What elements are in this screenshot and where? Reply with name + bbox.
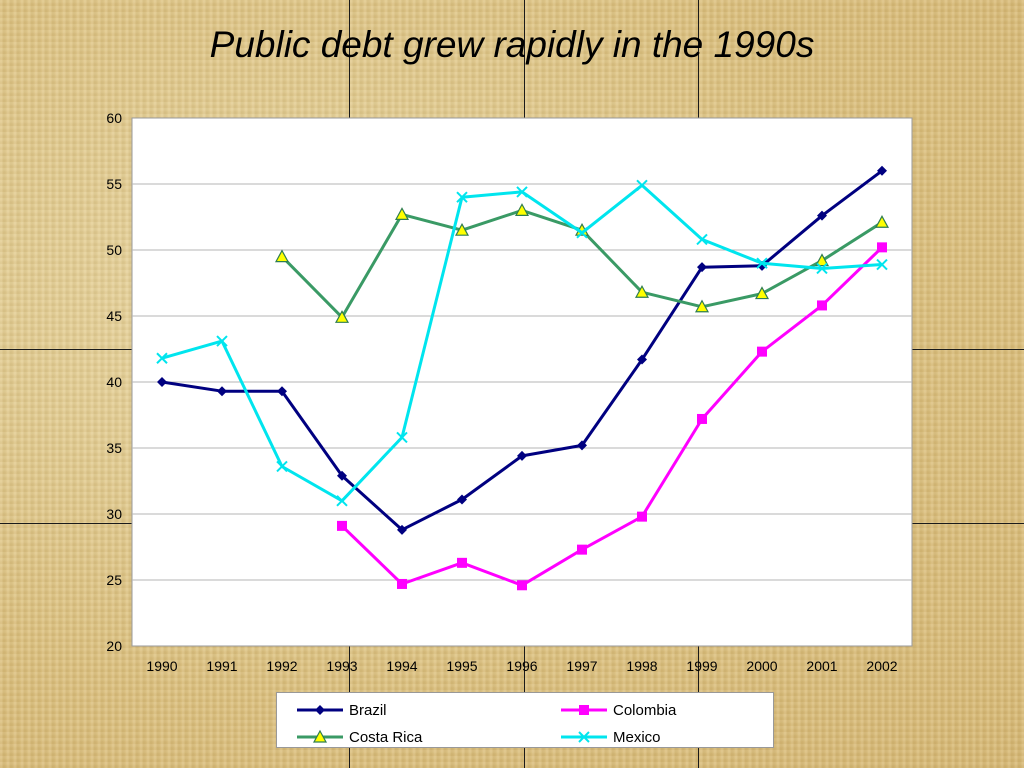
point-colombia — [517, 580, 527, 591]
point-mexico — [156, 352, 168, 364]
point-brazil — [577, 440, 587, 451]
series-line-colombia — [340, 246, 884, 587]
x-tick-label: 1998 — [626, 658, 657, 674]
point-colombia — [397, 578, 407, 589]
y-tick-label: 60 — [106, 110, 122, 126]
legend-label-brazil: Brazil — [349, 701, 387, 719]
point-costa-rica — [454, 222, 470, 236]
y-tick-label: 45 — [106, 308, 122, 324]
point-colombia — [697, 413, 707, 424]
legend-swatch-brazil — [297, 705, 343, 715]
legend-label-mexico: Mexico — [613, 728, 661, 746]
point-mexico — [576, 227, 588, 239]
legend-item-costa-rica: Costa Rica — [295, 726, 422, 748]
point-colombia — [877, 242, 887, 253]
point-brazil — [637, 354, 647, 365]
y-tick-label: 20 — [106, 638, 122, 654]
x-tick-label: 2000 — [746, 658, 777, 674]
x-tick-label: 2002 — [866, 658, 897, 674]
point-costa-rica — [634, 284, 650, 298]
point-brazil — [277, 386, 287, 397]
point-brazil — [217, 386, 227, 397]
point-mexico — [456, 191, 468, 203]
point-colombia — [457, 557, 467, 568]
point-colombia — [817, 300, 827, 311]
point-colombia — [637, 511, 647, 522]
point-mexico — [816, 262, 828, 275]
point-costa-rica — [754, 286, 770, 300]
point-brazil — [457, 494, 467, 505]
legend-item-colombia: Colombia — [559, 699, 676, 721]
point-costa-rica — [814, 253, 830, 267]
point-colombia — [757, 346, 767, 357]
y-tick-label: 40 — [106, 374, 122, 390]
point-costa-rica — [274, 249, 290, 263]
point-colombia — [577, 544, 587, 555]
point-mexico — [636, 179, 648, 192]
point-mexico — [396, 431, 408, 444]
x-tick-label: 1997 — [566, 658, 597, 674]
x-tick-label: 1992 — [266, 658, 297, 674]
point-mexico — [276, 460, 288, 473]
x-tick-label: 1993 — [326, 658, 357, 674]
y-tick-label: 50 — [106, 242, 122, 258]
point-mexico — [696, 233, 708, 246]
legend-swatch-costa-rica — [297, 729, 343, 743]
point-colombia — [337, 520, 347, 531]
point-mexico — [336, 495, 348, 507]
point-mexico — [216, 335, 228, 347]
point-brazil — [337, 470, 347, 481]
legend-swatch-mexico — [561, 731, 607, 743]
legend-item-mexico: Mexico — [559, 726, 661, 748]
point-costa-rica — [694, 299, 710, 313]
legend-label-costa-rica: Costa Rica — [349, 728, 423, 746]
x-tick-label: 1995 — [446, 658, 477, 674]
point-costa-rica — [514, 203, 530, 216]
y-tick-label: 35 — [106, 440, 122, 456]
y-tick-label: 30 — [106, 506, 122, 522]
point-mexico — [876, 258, 888, 271]
x-tick-label: 1991 — [206, 658, 237, 674]
point-brazil — [157, 377, 167, 387]
point-costa-rica — [394, 207, 410, 220]
y-tick-label: 55 — [106, 176, 122, 192]
point-costa-rica — [874, 215, 890, 228]
chart-legend: Brazil Colombia Costa Rica Mexico — [276, 692, 774, 748]
x-tick-label: 1990 — [146, 658, 177, 674]
x-tick-label: 1996 — [506, 658, 537, 674]
x-tick-label: 2001 — [806, 658, 837, 674]
slide-title: Public debt grew rapidly in the 1990s — [209, 24, 815, 65]
point-brazil — [397, 524, 407, 535]
point-brazil — [697, 262, 707, 273]
x-tick-label: 1994 — [386, 658, 417, 674]
point-brazil — [517, 450, 527, 461]
legend-label-colombia: Colombia — [613, 701, 677, 719]
y-tick-label: 25 — [106, 572, 122, 588]
point-costa-rica — [334, 310, 350, 323]
point-mexico — [516, 186, 528, 198]
legend-item-brazil: Brazil — [295, 699, 387, 721]
point-mexico — [756, 257, 768, 269]
x-tick-label: 1999 — [686, 658, 717, 674]
point-brazil — [817, 210, 827, 221]
legend-swatch-colombia — [561, 705, 607, 715]
point-brazil — [877, 165, 887, 176]
